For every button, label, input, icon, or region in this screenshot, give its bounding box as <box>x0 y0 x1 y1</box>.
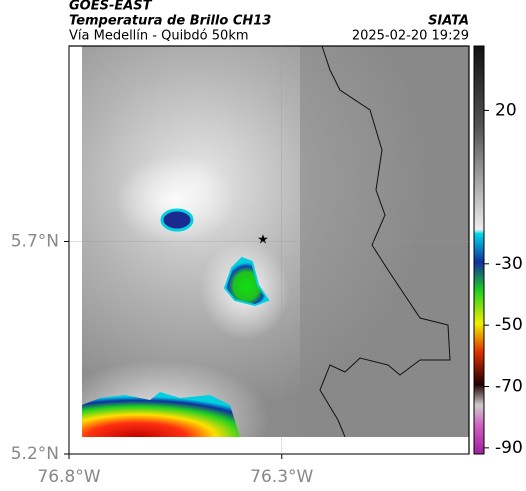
x-tick-label: 76.8°W <box>37 467 100 487</box>
y-tick-label: 5.7°N <box>11 232 59 252</box>
subtitle: Temperatura de Brillo CH13 <box>69 14 271 29</box>
colorbar-tick-label: 20 <box>495 100 517 120</box>
colorbar <box>473 45 485 455</box>
colorbar-tick-label: -30 <box>495 254 523 274</box>
colorbar-tick-label: -50 <box>495 315 523 335</box>
source: SIATA <box>428 14 469 29</box>
title: GOES-EAST <box>69 0 153 14</box>
region: Vía Medellín - Quibdó 50km <box>69 29 249 44</box>
station-marker: ★ <box>257 233 269 248</box>
x-tick-label: 76.3°W <box>250 467 313 487</box>
colorbar-tick-label: -90 <box>495 438 523 458</box>
imagery <box>82 46 469 437</box>
datetime: 2025-02-20 19:29 <box>352 29 469 44</box>
colorbar-tick-label: -70 <box>495 377 523 397</box>
y-tick-label: 5.2°N <box>11 444 59 464</box>
